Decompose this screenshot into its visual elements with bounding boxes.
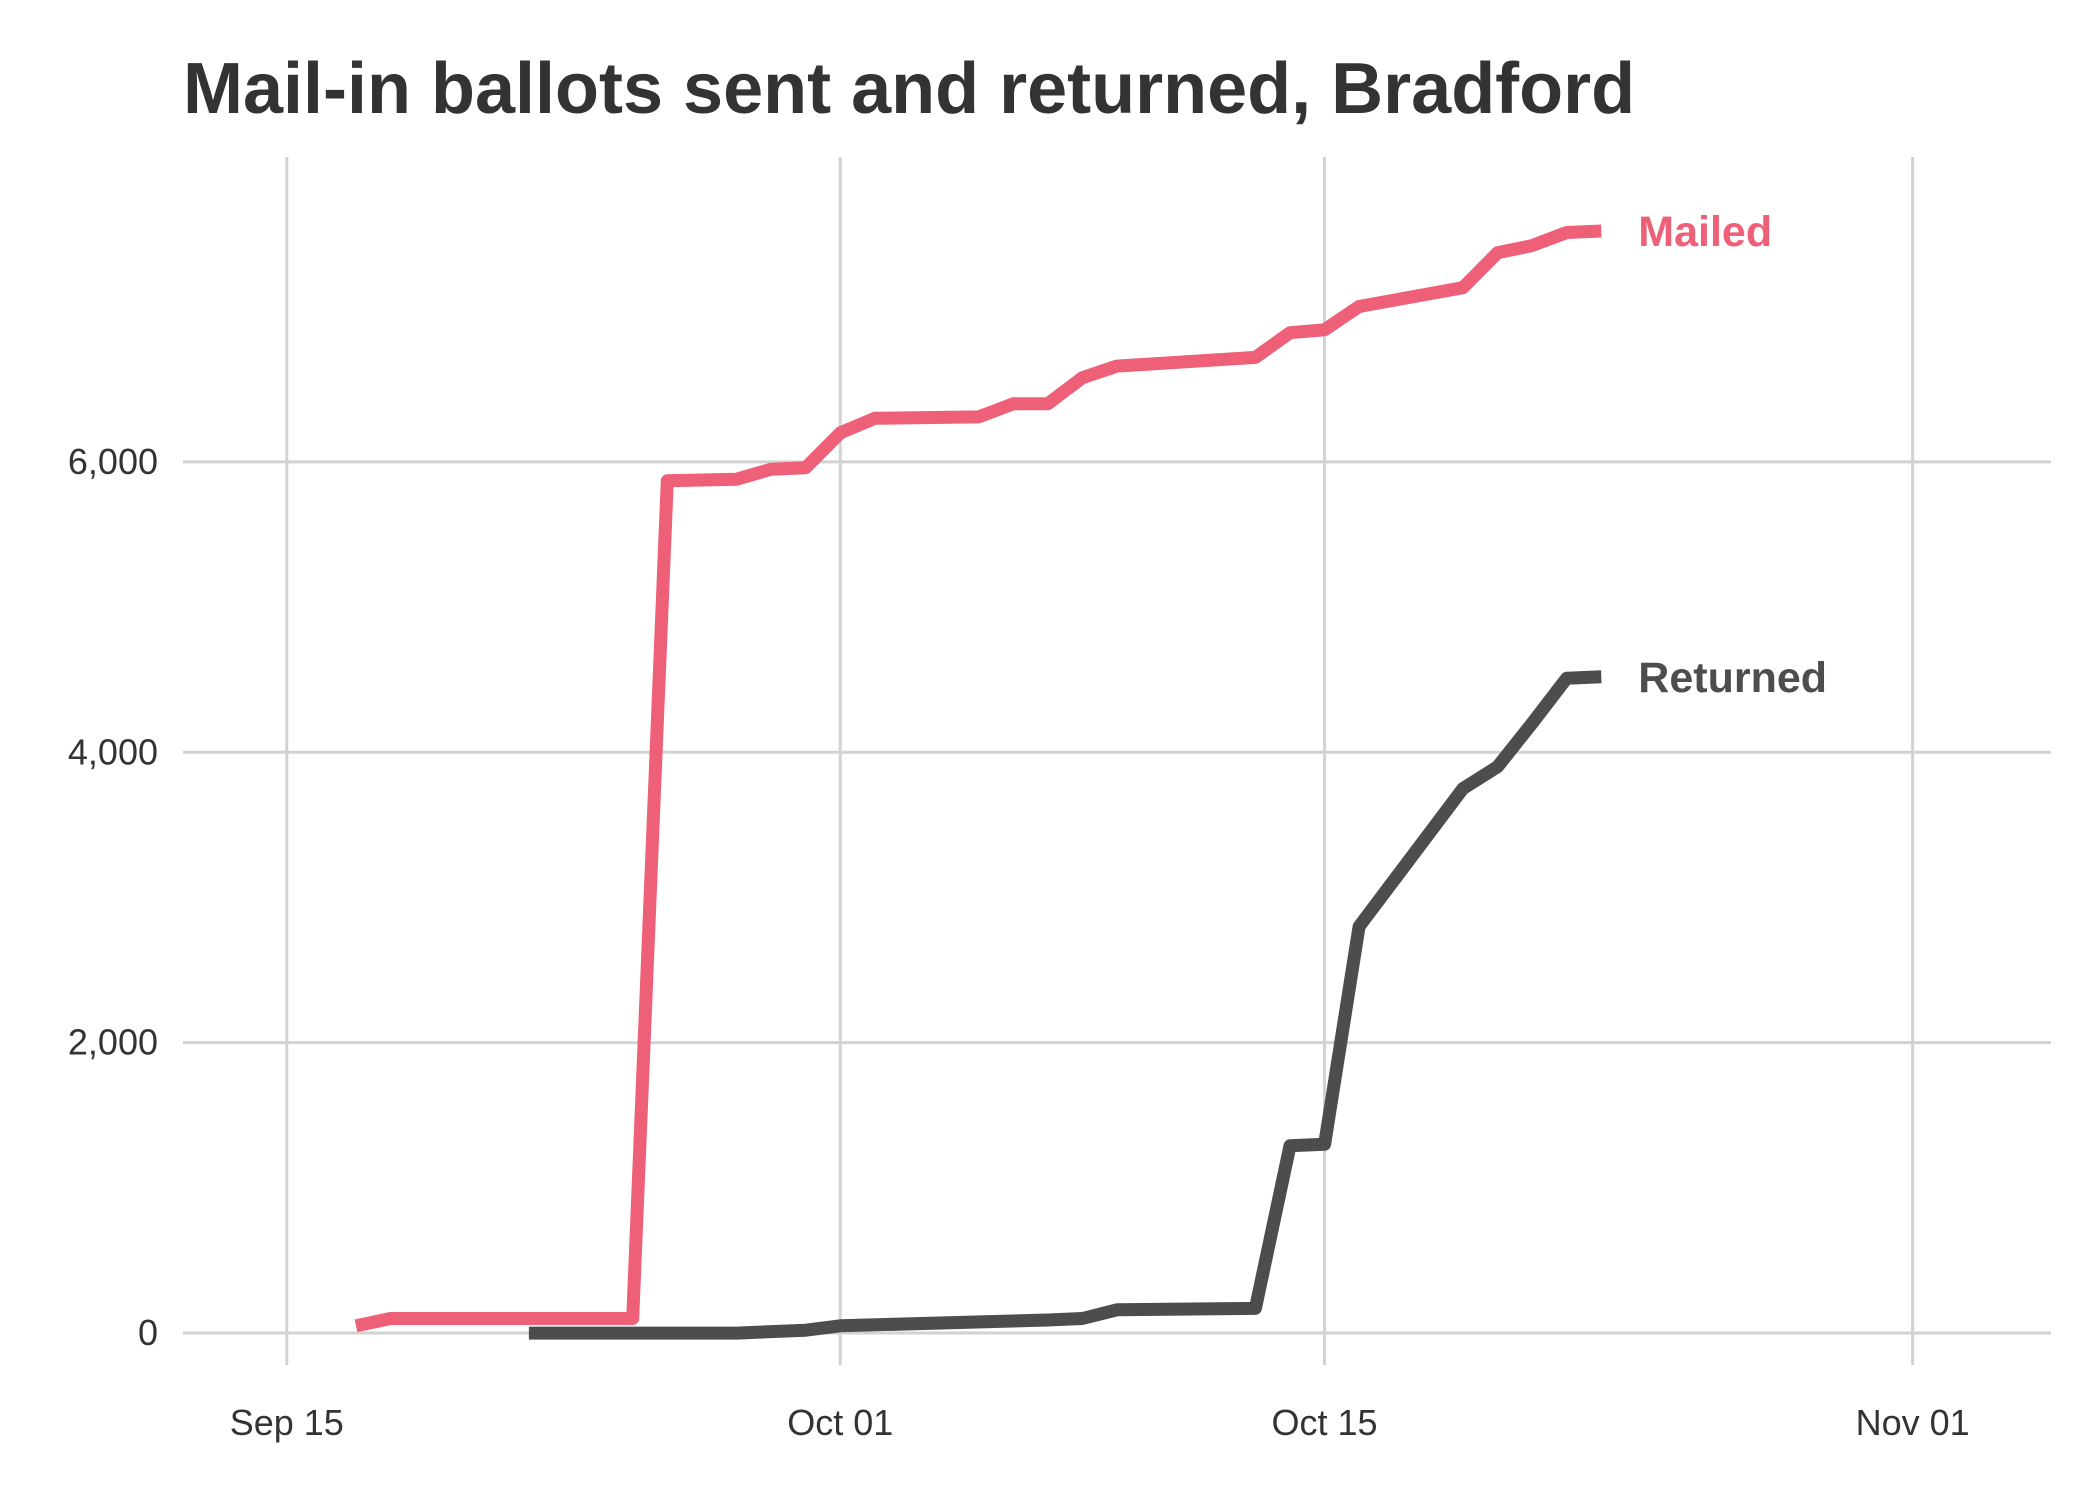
- y-tick-label: 6,000: [68, 441, 158, 482]
- gridlines: [183, 157, 2051, 1365]
- series-line-returned: [529, 677, 1601, 1333]
- x-tick-label: Oct 01: [787, 1402, 893, 1443]
- axis-labels: 0 2,000 4,000 6,000 Sep 15 Oct 01 Oct 15 Nov 01: [68, 441, 1970, 1443]
- x-tick-label: Sep 15: [230, 1402, 344, 1443]
- series-label-mailed: Mailed: [1638, 208, 1772, 256]
- y-tick-label: 4,000: [68, 731, 158, 772]
- series-labels: Mailed Returned: [1638, 208, 1827, 702]
- series-line-mailed: [356, 231, 1601, 1326]
- series-label-returned: Returned: [1638, 654, 1827, 702]
- y-tick-label: 2,000: [68, 1022, 158, 1063]
- x-tick-label: Oct 15: [1272, 1402, 1378, 1443]
- data-series: [356, 231, 1601, 1333]
- x-tick-label: Nov 01: [1856, 1402, 1970, 1443]
- y-tick-label: 0: [138, 1312, 158, 1353]
